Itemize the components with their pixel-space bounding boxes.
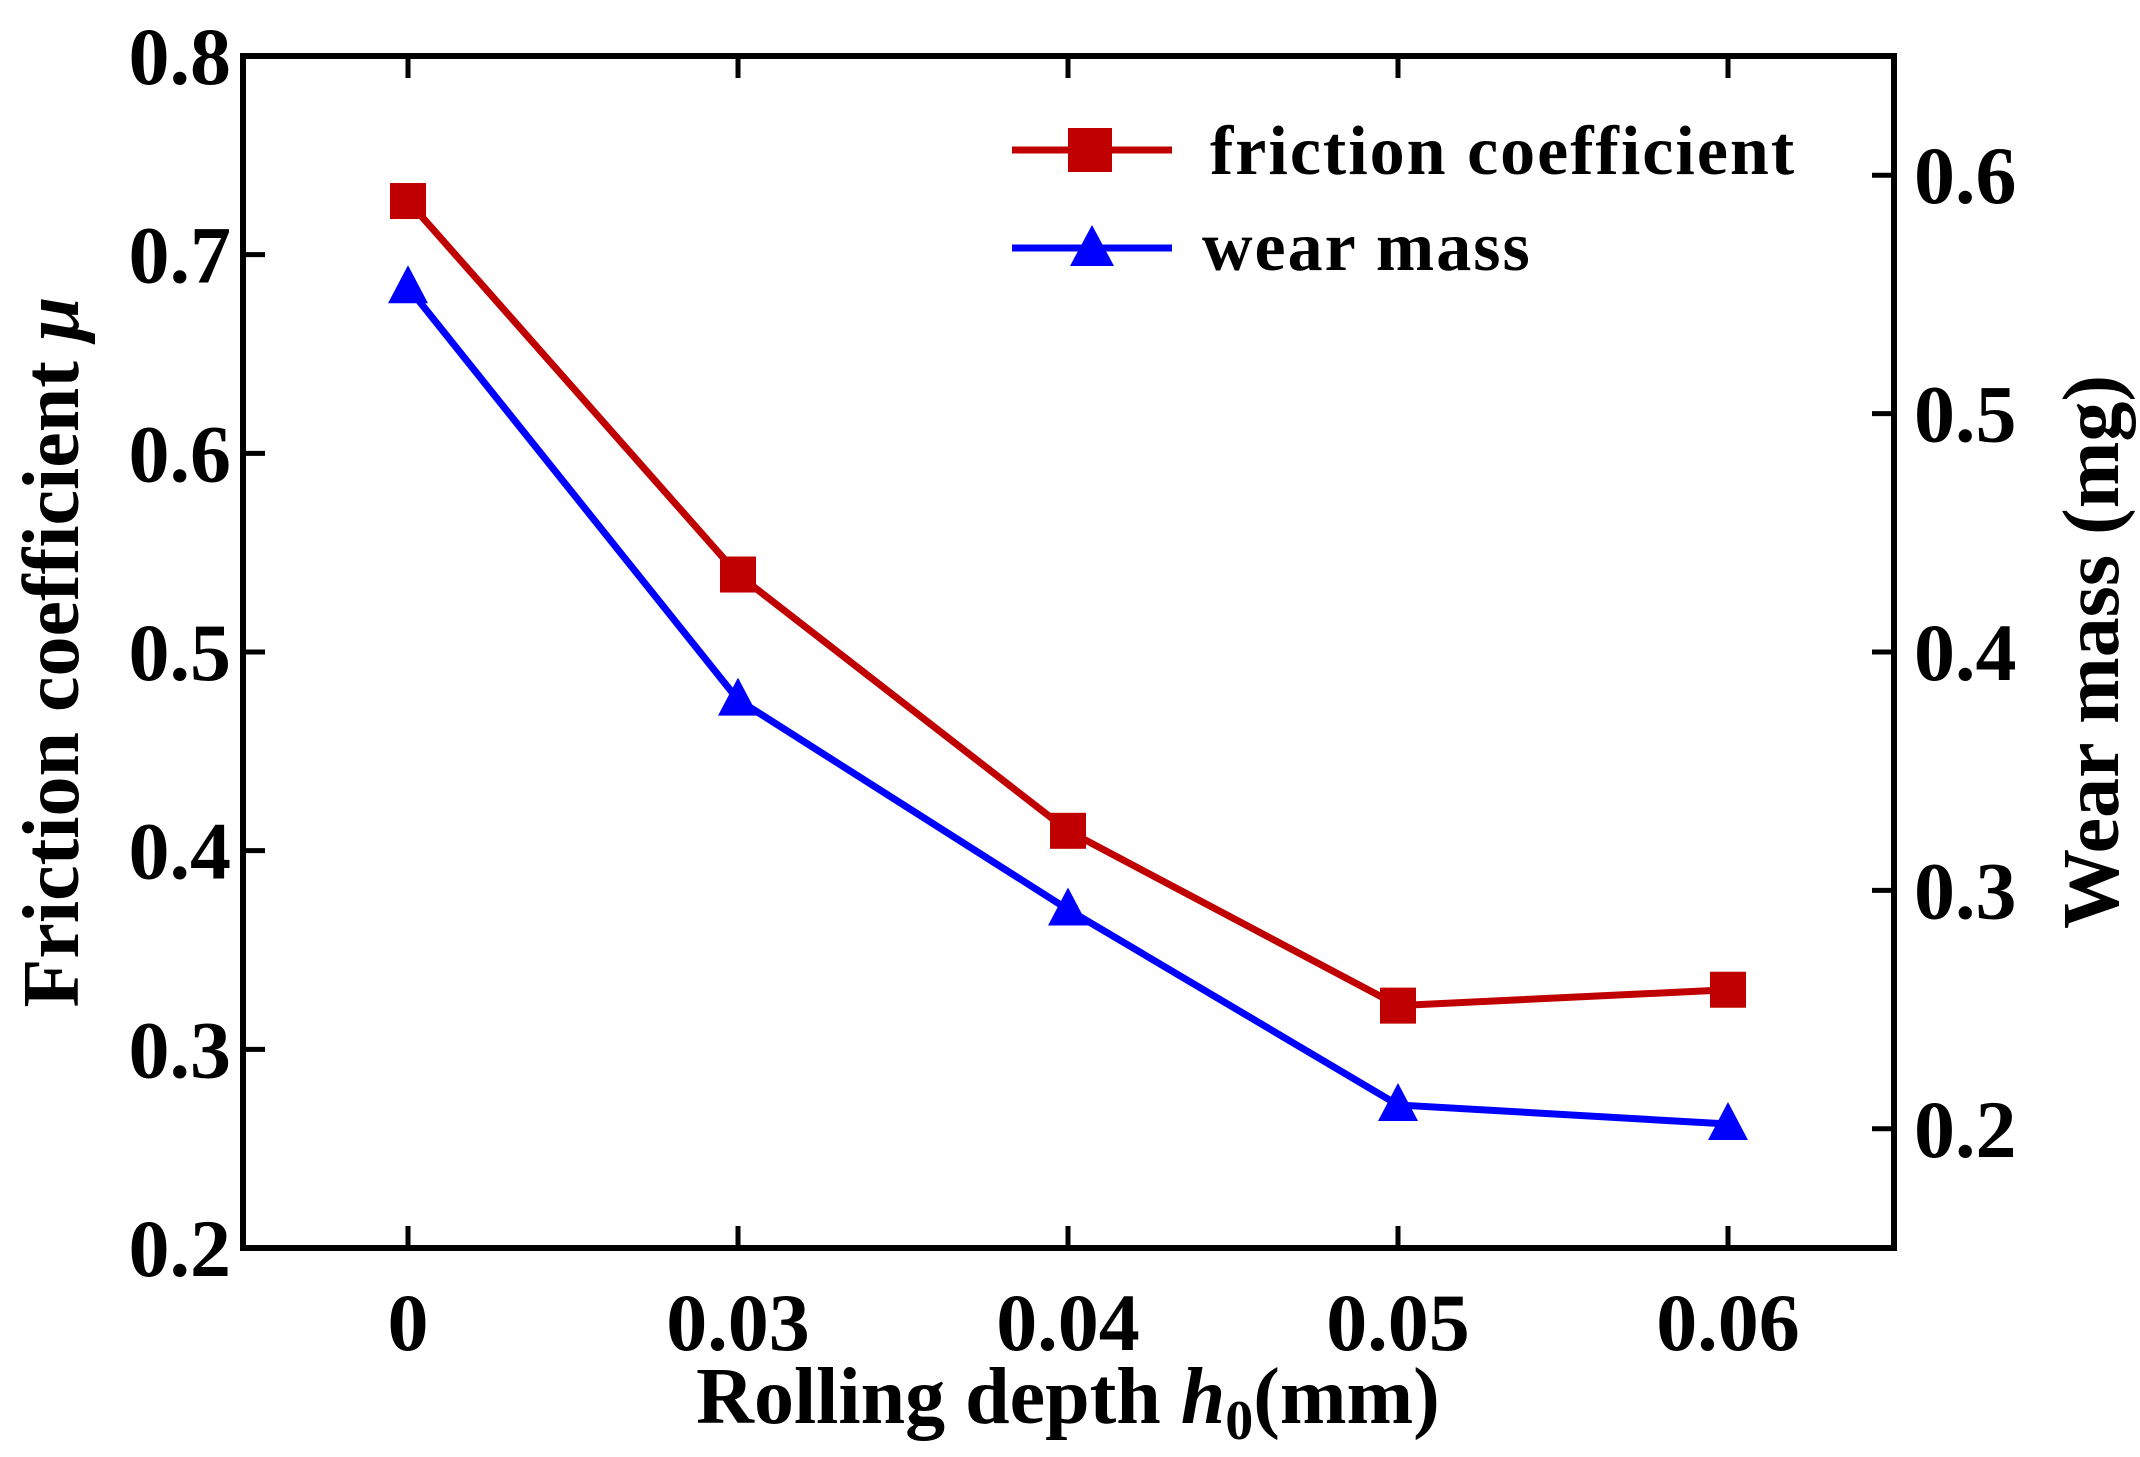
data-point-friction-coefficient bbox=[390, 183, 426, 220]
data-point-friction-coefficient bbox=[1710, 971, 1746, 1008]
y-tick-label-right: 0.2 bbox=[1914, 1084, 2017, 1175]
y-tick-label-left: 0.5 bbox=[129, 607, 232, 698]
legend-label-friction-coefficient: friction coefficient bbox=[1210, 113, 1796, 190]
plot-frame bbox=[240, 53, 1897, 1251]
y-tick-label-left: 0.2 bbox=[129, 1203, 232, 1294]
legend-marker-square bbox=[1068, 128, 1112, 172]
ticks-layer: 0 0.03 0.04 0.05 0.06 0.2 0.3 0.4 0.5 0.6 0.7 0.8 0.… bbox=[129, 11, 2017, 1368]
y-tick-label-right: 0.3 bbox=[1914, 845, 2017, 936]
data-point-wear-mass bbox=[718, 677, 758, 716]
legend-marker-triangle bbox=[1070, 225, 1114, 266]
series-layer bbox=[388, 183, 1748, 1141]
y-axis-title-right: Wear mass (mg) bbox=[2048, 375, 2136, 929]
x-tick-label: 0 bbox=[388, 1277, 429, 1368]
legend: friction coefficient wear mass bbox=[1012, 113, 1796, 286]
y-tick-label-left: 0.3 bbox=[129, 1004, 232, 1095]
y-tick-label-right: 0.6 bbox=[1914, 130, 2017, 221]
x-axis-title: Rolling depth h0(mm) bbox=[696, 1353, 1440, 1452]
y-tick-label-left: 0.8 bbox=[129, 11, 232, 102]
data-point-wear-mass bbox=[1378, 1082, 1418, 1121]
x-tick-label: 0.04 bbox=[996, 1277, 1140, 1368]
y-tick-label-right: 0.4 bbox=[1914, 607, 2017, 698]
series-line-friction-coefficient bbox=[405, 198, 1729, 1010]
x-tick-label: 0.03 bbox=[666, 1277, 810, 1368]
data-point-wear-mass bbox=[1708, 1102, 1748, 1141]
data-point-wear-mass bbox=[1048, 887, 1088, 926]
legend-label-wear-mass: wear mass bbox=[1202, 209, 1532, 286]
y-tick-label-left: 0.7 bbox=[129, 210, 232, 301]
data-point-friction-coefficient bbox=[1050, 812, 1086, 849]
y-tick-label-left: 0.4 bbox=[129, 806, 232, 897]
data-point-friction-coefficient bbox=[1380, 987, 1416, 1024]
x-tick-label: 0.06 bbox=[1656, 1277, 1800, 1368]
y-tick-label-left: 0.6 bbox=[129, 408, 232, 499]
data-point-friction-coefficient bbox=[720, 556, 756, 593]
y-axis-title-left: Friction coefficient μ bbox=[8, 297, 96, 1008]
data-point-wear-mass bbox=[388, 265, 428, 304]
x-tick-label: 0.05 bbox=[1326, 1277, 1470, 1368]
y-tick-label-right: 0.5 bbox=[1914, 369, 2017, 460]
